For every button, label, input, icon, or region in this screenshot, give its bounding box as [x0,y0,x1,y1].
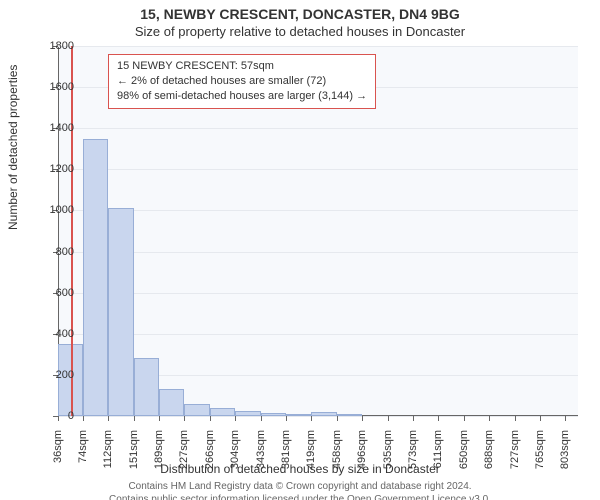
gridline [58,416,578,417]
y-tick-label: 600 [34,287,74,299]
histogram-bar [134,358,159,416]
attribution-line-1: Contains HM Land Registry data © Crown c… [0,480,600,493]
attribution: Contains HM Land Registry data © Crown c… [0,480,600,500]
x-tick-mark [489,416,490,421]
x-tick-mark [83,416,84,421]
x-tick-mark [413,416,414,421]
marker-line [71,46,73,416]
y-tick-label: 1600 [34,81,74,93]
x-tick-mark [388,416,389,421]
y-tick-label: 200 [34,369,74,381]
histogram-bar [286,414,311,416]
gridline [58,210,578,211]
histogram-bar [337,414,362,416]
gridline [58,252,578,253]
gridline [58,46,578,47]
y-tick-label: 0 [34,410,74,422]
info-line-3: 98% of semi-detached houses are larger (… [117,89,367,104]
histogram-bar [311,412,337,416]
y-tick-label: 1000 [34,204,74,216]
y-tick-label: 1800 [34,40,74,52]
attribution-line-2: Contains public sector information licen… [0,493,600,500]
y-axis-title: Number of detached properties [6,65,20,230]
gridline [58,293,578,294]
histogram-bar [108,208,134,416]
x-tick-mark [362,416,363,421]
chart-container: 15, NEWBY CRESCENT, DONCASTER, DN4 9BG S… [0,0,600,500]
page-subtitle: Size of property relative to detached ho… [0,22,600,39]
gridline [58,334,578,335]
x-axis-title: Distribution of detached houses by size … [0,462,600,476]
histogram-bar [159,389,184,416]
y-tick-label: 400 [34,328,74,340]
gridline [58,169,578,170]
histogram-bar [184,404,210,416]
y-tick-label: 1400 [34,122,74,134]
x-tick-mark [438,416,439,421]
x-tick-mark [159,416,160,421]
x-tick-mark [108,416,109,421]
gridline [58,128,578,129]
histogram-bar [235,411,261,416]
x-tick-mark [184,416,185,421]
histogram-bar [210,408,235,416]
info-box: 15 NEWBY CRESCENT: 57sqm ← 2% of detache… [108,54,376,109]
x-tick-mark [337,416,338,421]
histogram-bar [83,139,108,417]
histogram-bar [261,413,286,416]
x-tick-mark [235,416,236,421]
x-tick-mark [210,416,211,421]
y-tick-label: 1200 [34,163,74,175]
info-line-1: 15 NEWBY CRESCENT: 57sqm [117,59,367,74]
x-tick-mark [565,416,566,421]
x-tick-mark [134,416,135,421]
x-tick-mark [261,416,262,421]
x-tick-mark [286,416,287,421]
page-title: 15, NEWBY CRESCENT, DONCASTER, DN4 9BG [0,0,600,22]
x-tick-mark [515,416,516,421]
info-line-2: ← 2% of detached houses are smaller (72) [117,74,367,89]
x-tick-mark [540,416,541,421]
x-tick-mark [464,416,465,421]
y-tick-label: 800 [34,246,74,258]
x-tick-mark [311,416,312,421]
chart-area: 36sqm74sqm112sqm151sqm189sqm227sqm266sqm… [58,46,578,416]
